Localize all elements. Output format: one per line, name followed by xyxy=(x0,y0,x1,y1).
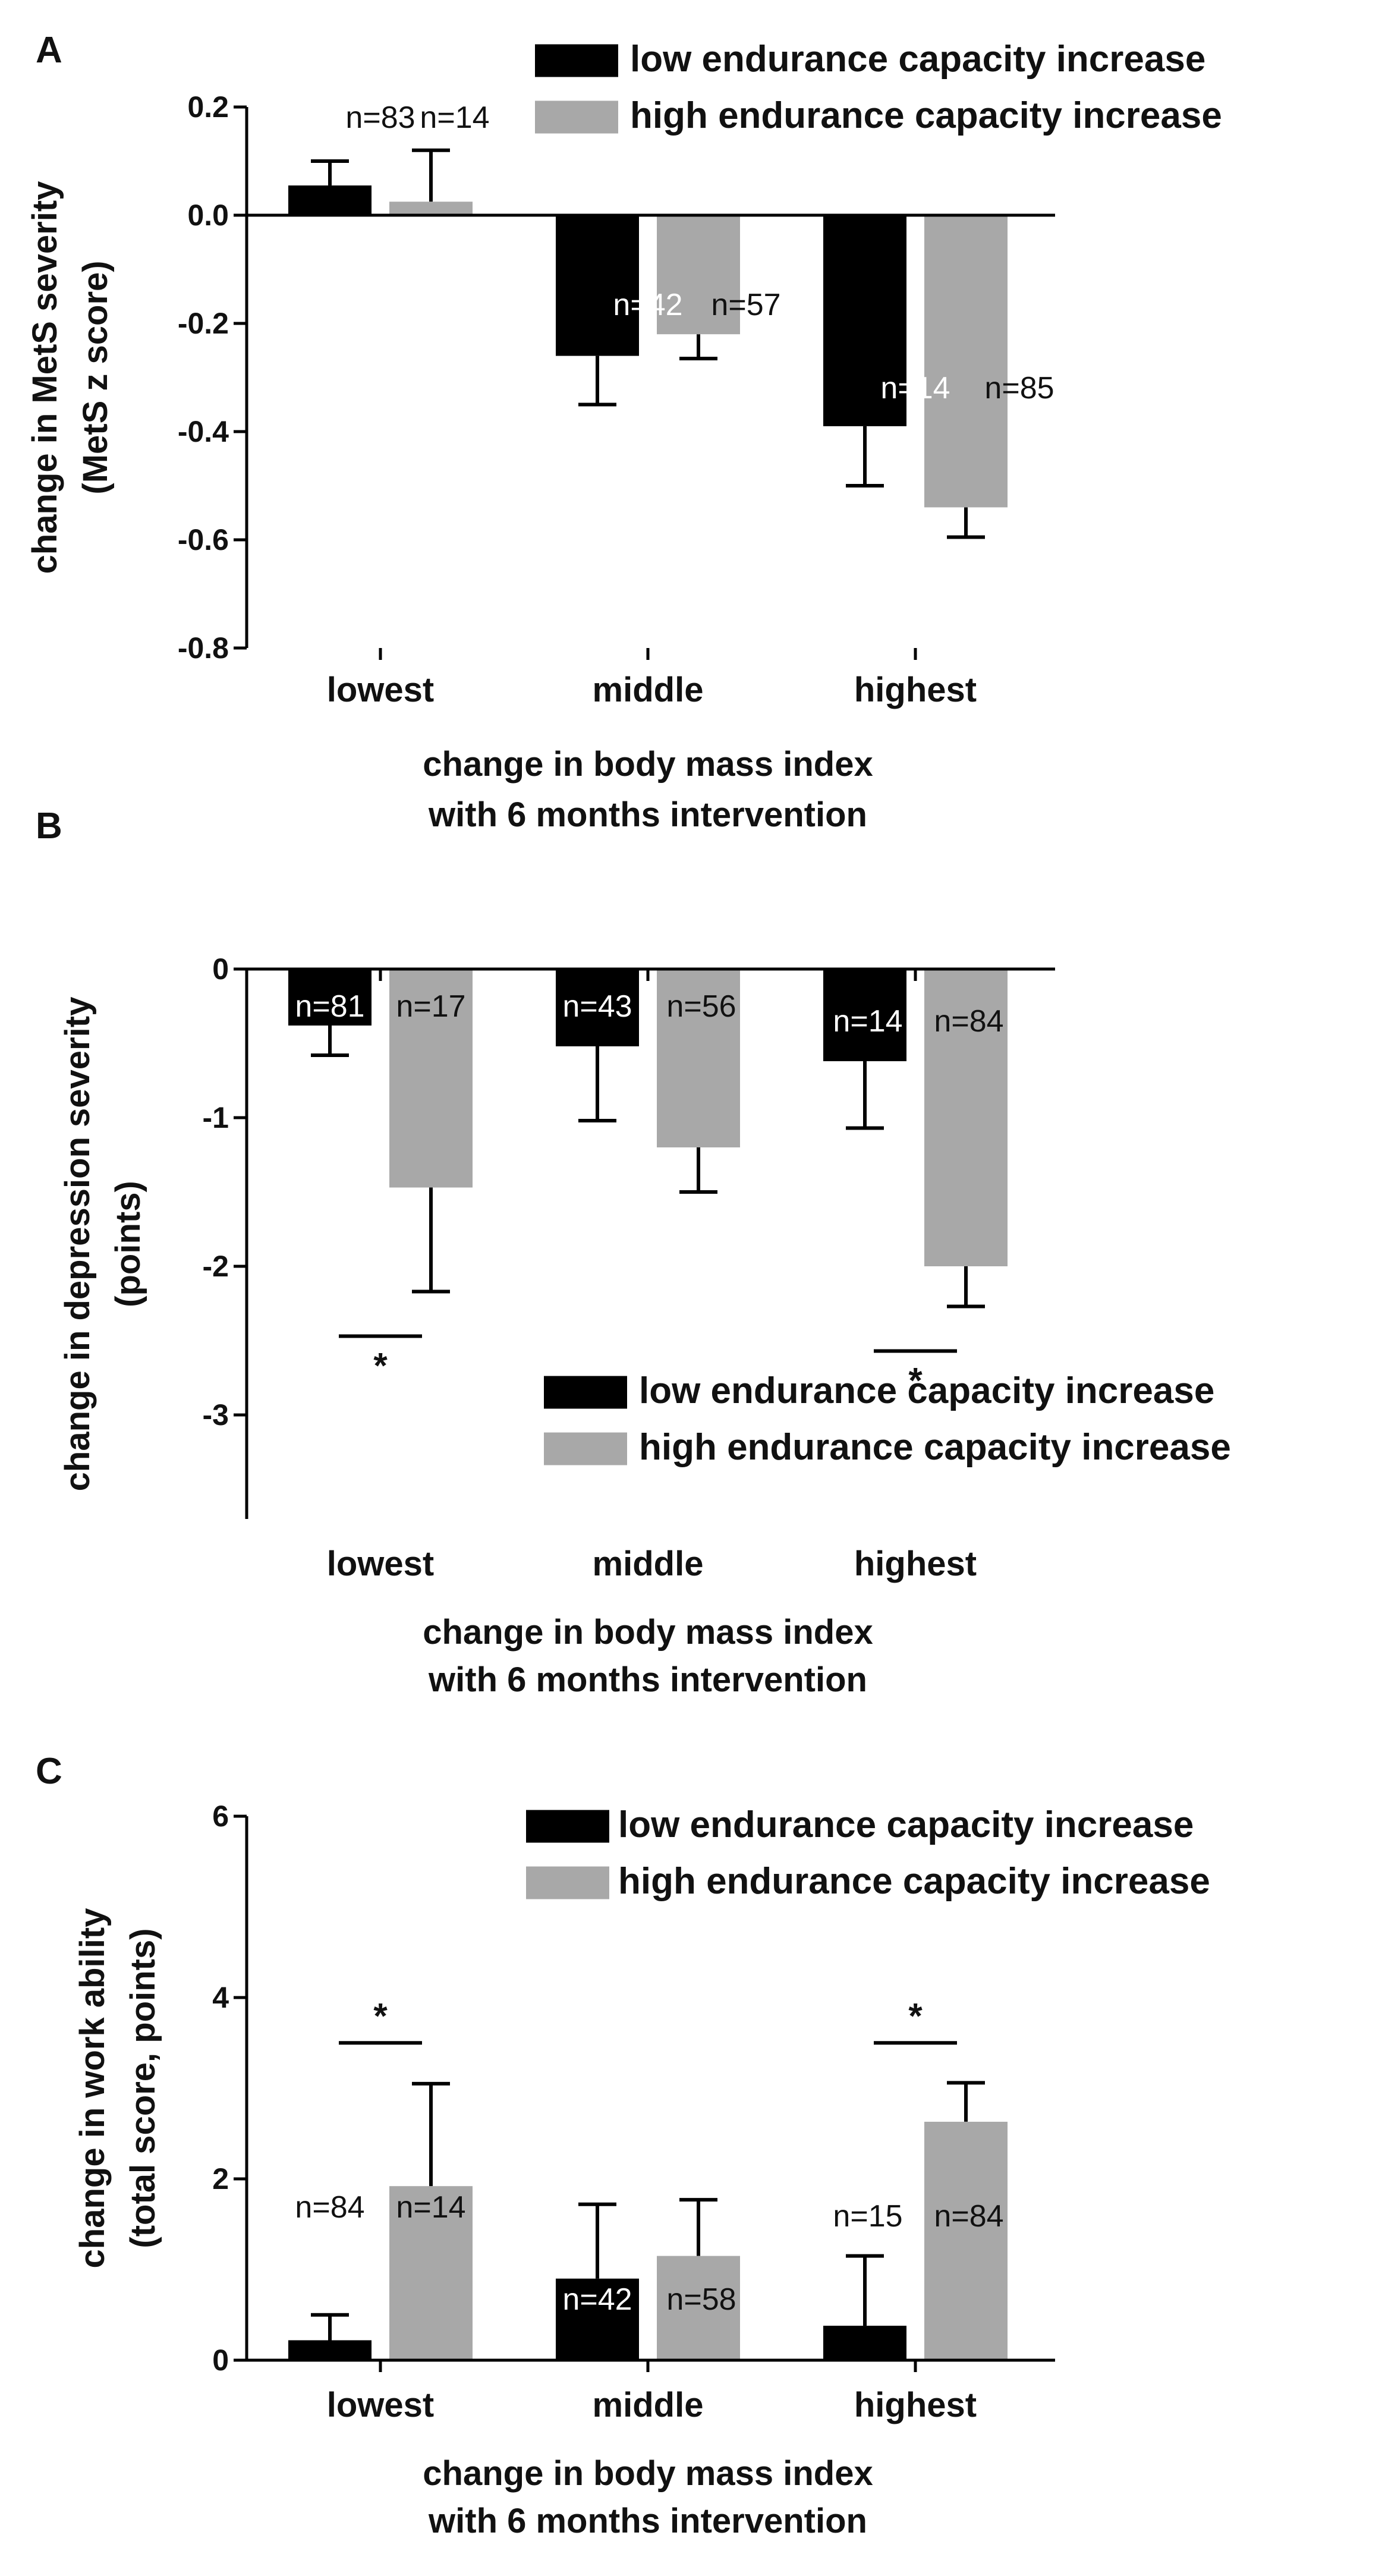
y-tick-label: -0.4 xyxy=(178,415,229,448)
legend-label: high endurance capacity increase xyxy=(618,1861,1210,1902)
bar-high-middle xyxy=(657,215,740,335)
x-axis-label: change in body mass index xyxy=(423,745,873,784)
y-tick-label: -2 xyxy=(203,1250,229,1283)
legend-swatch xyxy=(526,1866,609,1899)
y-axis-label: (MetS z score) xyxy=(76,260,115,494)
sample-size-label: n=84 xyxy=(934,1004,1003,1039)
bar-high-highest xyxy=(924,215,1008,508)
chart-panel-a: A 0.2 0.0 -0.2 -0.4 -0.6 -0.8 lowest middle highe… xyxy=(26,30,1222,834)
bar-low-lowest xyxy=(288,185,372,215)
y-tick-label: 0 xyxy=(212,952,229,986)
bar-low-highest xyxy=(823,2326,906,2360)
x-tick-label: middle xyxy=(593,671,704,709)
sample-size-label: n=81 xyxy=(295,989,364,1024)
x-tick-label: middle xyxy=(593,1545,704,1583)
bar-low-highest xyxy=(823,969,906,1061)
sample-size-label: n=56 xyxy=(666,989,736,1024)
y-tick-label: -1 xyxy=(203,1101,229,1134)
significance-marker: * xyxy=(908,1996,923,2036)
x-axis-label: change in body mass index xyxy=(423,1613,873,1652)
x-axis-label: with 6 months intervention xyxy=(428,795,867,834)
x-axis-label: with 6 months intervention xyxy=(428,2502,867,2540)
bar-high-lowest xyxy=(389,2186,473,2360)
bar-low-middle xyxy=(556,2278,639,2360)
bar-high-middle xyxy=(657,969,740,1147)
x-tick-label: highest xyxy=(854,1545,977,1583)
bar-low-middle xyxy=(556,969,639,1046)
chart-panel-c: C 6 4 2 0 lowest middle highest change in body m… xyxy=(36,1751,1210,2540)
y-tick-label: -3 xyxy=(203,1398,229,1432)
bar-high-middle xyxy=(657,2256,740,2360)
y-tick-label: 0 xyxy=(212,2344,229,2377)
x-tick-label: lowest xyxy=(327,2386,435,2424)
y-axis-label: change in MetS severity xyxy=(26,181,64,574)
legend-swatch xyxy=(526,1810,609,1843)
y-axis-label: (total score, points) xyxy=(124,1928,162,2248)
y-tick-label: 0.2 xyxy=(187,90,229,124)
sample-size-label: n=14 xyxy=(833,1004,902,1039)
legend-swatch xyxy=(544,1432,627,1465)
legend-label: low endurance capacity increase xyxy=(618,1804,1194,1845)
sample-size-label: n=15 xyxy=(833,2199,902,2234)
significance-marker: * xyxy=(373,1346,388,1386)
panel-letter: C xyxy=(36,1751,62,1792)
sample-size-label: n=42 xyxy=(562,2282,632,2317)
legend-label: high endurance capacity increase xyxy=(630,95,1222,136)
panel-letter: A xyxy=(36,30,62,71)
legend-label: low endurance capacity increase xyxy=(639,1370,1214,1411)
sample-size-label: n=85 xyxy=(984,371,1054,405)
x-tick-label: middle xyxy=(593,2386,704,2424)
legend-swatch xyxy=(535,44,618,77)
y-tick-label: -0.2 xyxy=(178,307,229,340)
y-axis-label: (points) xyxy=(109,1181,147,1307)
bar-low-lowest xyxy=(288,2340,372,2360)
sample-size-label: n=84 xyxy=(295,2190,364,2225)
y-tick-label: -0.6 xyxy=(178,523,229,556)
sample-size-label: n=84 xyxy=(934,2199,1003,2234)
sample-size-label: n=57 xyxy=(711,288,780,322)
sample-size-label: n=43 xyxy=(562,989,632,1024)
sample-size-label: n=14 xyxy=(420,100,489,135)
bar-low-highest xyxy=(823,215,906,426)
legend-swatch xyxy=(544,1376,627,1409)
x-tick-label: highest xyxy=(854,671,977,709)
significance-marker: * xyxy=(908,1361,923,1401)
y-tick-label: 0.0 xyxy=(187,199,229,232)
x-tick-label: lowest xyxy=(327,1545,435,1583)
legend-label: high endurance capacity increase xyxy=(639,1427,1231,1468)
y-axis-label: change in depression severity xyxy=(58,997,97,1492)
y-axis-label: change in work ability xyxy=(73,1908,112,2269)
sample-size-label: n=17 xyxy=(396,989,465,1024)
panel-letter: B xyxy=(36,806,62,847)
legend-label: low endurance capacity increase xyxy=(630,39,1205,80)
sample-size-label: n=42 xyxy=(613,288,682,322)
sample-size-label: n=83 xyxy=(345,100,415,135)
bar-high-lowest xyxy=(389,202,473,215)
chart-panel-b: B 0 -1 -2 -3 lowest middle highest change in bod… xyxy=(36,806,1231,1699)
bar-high-highest xyxy=(924,2121,1008,2360)
x-tick-label: lowest xyxy=(327,671,435,709)
legend-swatch xyxy=(535,100,618,134)
bar-high-highest xyxy=(924,969,1008,1266)
bar-low-middle xyxy=(556,215,639,356)
sample-size-label: n=58 xyxy=(666,2282,736,2317)
x-axis-label: change in body mass index xyxy=(423,2454,873,2493)
bar-high-lowest xyxy=(389,969,473,1188)
y-tick-label: 4 xyxy=(212,1981,229,2014)
sample-size-label: n=14 xyxy=(396,2190,465,2225)
significance-marker: * xyxy=(373,1996,388,2036)
y-tick-label: -0.8 xyxy=(178,631,229,665)
x-axis-label: with 6 months intervention xyxy=(428,1660,867,1699)
bar-low-lowest xyxy=(288,969,372,1026)
x-tick-label: highest xyxy=(854,2386,977,2424)
sample-size-label: n=14 xyxy=(880,371,950,405)
y-tick-label: 6 xyxy=(212,1800,229,1833)
y-tick-label: 2 xyxy=(212,2162,229,2196)
